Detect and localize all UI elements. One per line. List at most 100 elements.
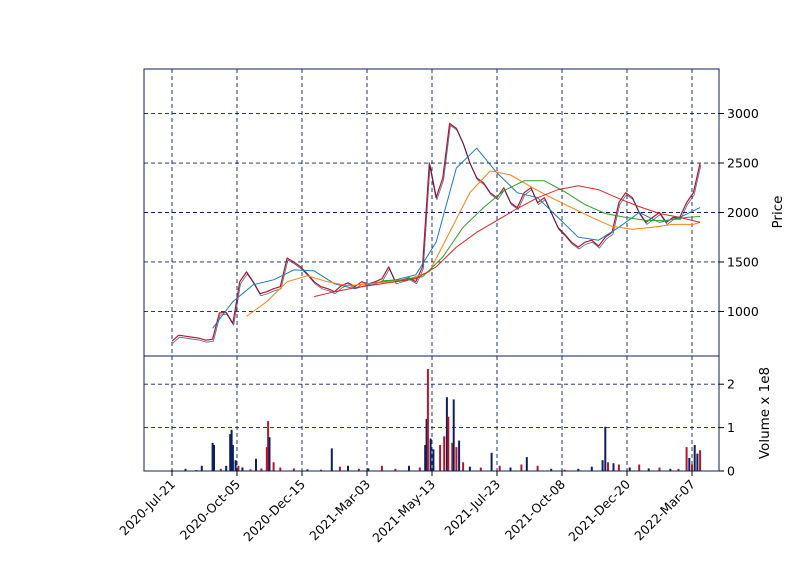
- volume-bar: [577, 468, 580, 471]
- volume-tick-label: 2: [727, 377, 735, 392]
- volume-bar: [536, 465, 539, 471]
- price-tick-label: 2500: [727, 156, 759, 171]
- x-tick-label: 2021-Mar-03: [306, 477, 373, 544]
- volume-bar: [241, 467, 244, 471]
- volume-bar: [408, 465, 410, 471]
- volume-bar: [211, 442, 214, 471]
- volume-bar: [452, 399, 455, 471]
- volume-bar: [691, 464, 693, 471]
- volume-bar: [550, 468, 553, 471]
- price-gridlines: [144, 69, 719, 356]
- volume-y-ticks: 0 1 2: [719, 377, 735, 479]
- volume-bar: [669, 468, 672, 471]
- moving-average-lines: [212, 147, 701, 329]
- volume-bar: [699, 450, 702, 471]
- volume-bar: [272, 462, 275, 471]
- volume-bar: [200, 465, 203, 471]
- volume-bar: [219, 468, 222, 471]
- volume-bar: [498, 465, 501, 471]
- volume-tick-label: 0: [727, 464, 735, 479]
- volume-tick-label: 1: [727, 420, 735, 435]
- volume-bar: [367, 468, 370, 471]
- price-axis-label: Price: [770, 196, 786, 229]
- x-tick-label: 2020-Dec-15: [240, 477, 308, 545]
- volume-bar: [509, 467, 512, 471]
- volume-bar: [439, 445, 442, 471]
- volume-bar: [617, 464, 620, 471]
- volume-bar: [260, 468, 263, 471]
- volume-bar: [380, 465, 383, 471]
- volume-bar: [234, 460, 237, 471]
- x-tick-label: 2022-Mar-07: [631, 477, 698, 544]
- volume-bar: [237, 465, 240, 471]
- volume-bar: [249, 469, 252, 471]
- volume-bar: [693, 445, 696, 471]
- volume-bar: [647, 468, 650, 471]
- price-tick-label: 1000: [727, 304, 759, 319]
- volume-bar: [468, 466, 471, 471]
- volume-bar: [424, 445, 427, 471]
- moving-average-line-3: [381, 180, 701, 282]
- volume-bar: [268, 437, 271, 471]
- price-series: [171, 122, 702, 344]
- volume-bar: [445, 397, 448, 471]
- price-line-shadow: [172, 125, 702, 344]
- volume-bar: [696, 453, 699, 471]
- volume-bar: [357, 468, 360, 471]
- volume-bar: [425, 418, 428, 471]
- volume-bar: [451, 442, 454, 471]
- volume-bar: [520, 464, 523, 471]
- volume-bar: [306, 469, 309, 471]
- price-line: [171, 122, 701, 342]
- volume-bar: [677, 468, 680, 471]
- volume-bar: [429, 438, 432, 471]
- x-tick-label: 2021-Oct-08: [502, 476, 568, 542]
- volume-bar: [462, 462, 465, 471]
- volume-bar: [320, 469, 322, 471]
- x-axis-ticks: 2020-Jul-212020-Oct-052020-Dec-152021-Ma…: [116, 471, 698, 545]
- x-tick-label: 2021-Jul-23: [441, 477, 503, 539]
- volume-axis-label: Volume x 1e8: [757, 367, 773, 459]
- volume-bar: [612, 463, 615, 471]
- volume-bar: [265, 447, 268, 471]
- x-tick-label: 2021-May-13: [369, 477, 438, 546]
- volume-bar: [231, 445, 234, 471]
- volume-bar: [225, 465, 228, 471]
- volume-bar: [229, 434, 232, 471]
- price-y-ticks: 1000 1500 2000 2500 3000: [719, 106, 759, 319]
- volume-bar: [658, 467, 661, 471]
- volume-bar: [447, 416, 450, 471]
- volume-bar: [628, 467, 631, 471]
- volume-bars: [171, 369, 702, 471]
- volume-bar: [292, 468, 295, 471]
- volume-bar: [525, 457, 528, 471]
- volume-bar: [688, 458, 691, 471]
- volume-bar: [213, 445, 215, 471]
- volume-bar: [347, 465, 349, 471]
- volume-bar: [279, 467, 282, 471]
- x-tick-label: 2021-Dec-20: [565, 476, 633, 544]
- x-tick-label: 2020-Jul-21: [116, 477, 178, 539]
- volume-bar: [394, 468, 397, 471]
- price-tick-label: 1500: [727, 254, 759, 269]
- volume-bar: [255, 458, 257, 471]
- volume-bar: [230, 429, 233, 471]
- price-tick-label: 3000: [727, 106, 759, 121]
- volume-gridlines: [144, 356, 719, 471]
- moving-average-line-4: [314, 185, 701, 298]
- volume-bar: [685, 447, 688, 471]
- volume-bar: [458, 440, 461, 471]
- volume-bar: [338, 466, 341, 471]
- volume-bar: [604, 426, 607, 471]
- volume-bar: [479, 467, 482, 471]
- volume-bar: [184, 468, 187, 471]
- volume-bar: [590, 466, 593, 471]
- volume-bar: [432, 449, 435, 471]
- volume-bar: [267, 421, 270, 471]
- volume-bar: [490, 452, 493, 471]
- volume-bar: [563, 469, 566, 471]
- volume-bar: [426, 369, 429, 471]
- moving-average-line-2: [246, 170, 701, 317]
- volume-bar: [601, 460, 604, 471]
- price-tick-label: 2000: [727, 205, 759, 220]
